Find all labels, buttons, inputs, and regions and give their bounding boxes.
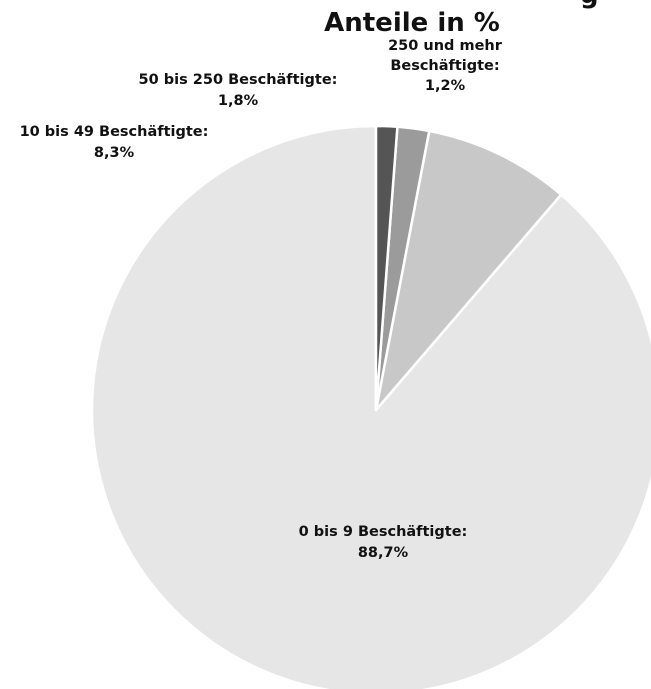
pie-slice-1 [374, 129, 563, 412]
slice-label-line: 50 bis 250 Beschäftigte: [139, 72, 338, 88]
slice-label-line: 88,7% [358, 545, 409, 561]
slice-label-0: 0 bis 9 Beschäftigte: 88,7% [299, 524, 468, 561]
slice-label-line: 250 und mehr [388, 38, 503, 54]
chart-title-line: Anteile in % [324, 8, 500, 38]
pie-slice-3 [374, 124, 399, 412]
slice-label-line: 10 bis 49 Beschäftigte: [20, 124, 209, 140]
slice-label-3: 250 und mehr Beschäftigte: 1,2% [388, 38, 503, 94]
chart-title-partial-glyph: g [580, 0, 599, 10]
slice-labels: 0 bis 9 Beschäftigte: 88,7% 10 bis 49 Besc… [20, 38, 503, 561]
pie-slice-0 [90, 124, 651, 689]
slice-label-1: 10 bis 49 Beschäftigte: 8,3% [20, 124, 209, 161]
slice-label-line: Beschäftigte: [390, 58, 499, 74]
pie-slices [90, 124, 651, 689]
slice-label-line: 0 bis 9 Beschäftigte: [299, 524, 468, 540]
slice-label-line: 1,8% [218, 93, 259, 109]
slice-label-line: 8,3% [94, 145, 135, 161]
slice-label-line: 1,2% [425, 78, 466, 94]
slice-label-2: 50 bis 250 Beschäftigte: 1,8% [139, 72, 338, 109]
chart-title: Anteile in % g [324, 0, 598, 38]
